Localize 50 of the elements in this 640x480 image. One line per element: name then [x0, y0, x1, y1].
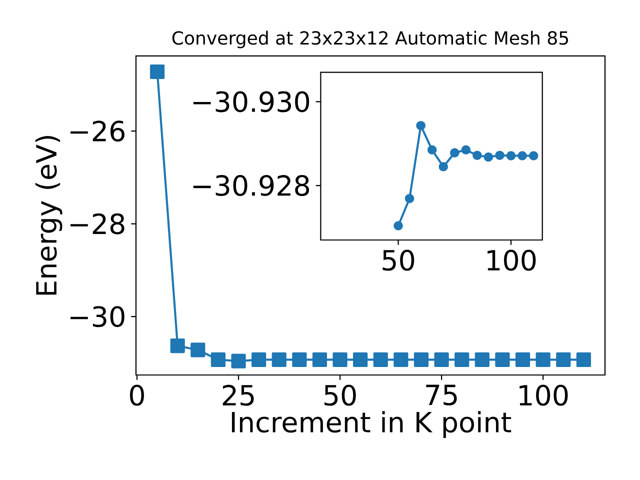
point — [536, 352, 550, 367]
point — [515, 352, 530, 367]
point — [434, 352, 449, 367]
point — [312, 352, 328, 367]
x-tick-label: 75 — [426, 384, 457, 406]
point — [438, 162, 448, 172]
point — [150, 64, 165, 80]
y-tick-label: −30.928 — [193, 175, 310, 196]
point — [518, 151, 527, 160]
point — [170, 338, 185, 354]
y-tick-label: −26 — [70, 120, 124, 142]
point — [556, 352, 571, 367]
point — [576, 352, 591, 367]
chart-title: Converged at 23x23x12 Automatic Mesh 85 — [172, 30, 568, 48]
x-tick-label: 100 — [520, 384, 568, 406]
x-tick-label: 100 — [488, 250, 536, 271]
point — [190, 342, 206, 358]
point — [484, 152, 494, 162]
point — [461, 145, 471, 155]
point — [450, 148, 460, 158]
x-tick-label: 25 — [222, 384, 254, 406]
point — [472, 150, 482, 160]
y-tick-label: −30.930 — [193, 91, 310, 112]
point — [252, 352, 266, 367]
point — [454, 352, 470, 367]
point — [495, 150, 504, 160]
point — [292, 352, 307, 367]
y-axis-title: Energy (eV) — [35, 136, 62, 295]
x-tick-label: 50 — [382, 250, 414, 271]
point — [373, 352, 388, 367]
point — [506, 151, 516, 160]
point — [210, 352, 226, 367]
point — [404, 194, 414, 204]
x-tick-label: 50 — [324, 384, 356, 406]
point — [231, 354, 246, 368]
point — [394, 221, 403, 230]
point — [474, 352, 490, 367]
point — [528, 151, 538, 160]
y-tick-label: −28 — [70, 213, 124, 234]
x-axis-title: Increment in K point — [232, 411, 512, 438]
point — [332, 352, 348, 367]
point — [353, 352, 368, 367]
x-tick-label: 0 — [130, 384, 144, 406]
point — [427, 145, 437, 155]
point — [394, 352, 408, 367]
point — [495, 352, 510, 367]
point — [416, 120, 426, 130]
point — [272, 352, 286, 367]
y-tick-label: −30 — [70, 306, 124, 328]
point — [414, 352, 429, 367]
